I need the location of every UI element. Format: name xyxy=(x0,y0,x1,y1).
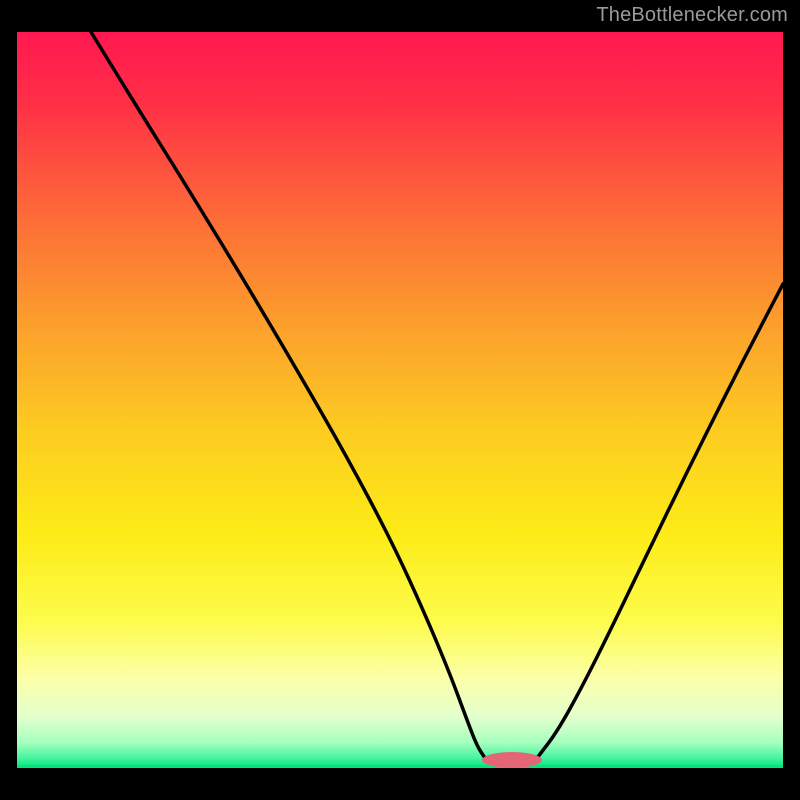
attribution-text: TheBottlenecker.com xyxy=(596,4,788,27)
chart-outer-frame: TheBottlenecker.com xyxy=(0,0,800,800)
bottleneck-chart-svg xyxy=(17,32,783,768)
sweet-spot-marker xyxy=(482,752,542,768)
green-baseline xyxy=(17,765,783,768)
plot-area xyxy=(17,32,783,768)
gradient-background xyxy=(17,32,783,768)
